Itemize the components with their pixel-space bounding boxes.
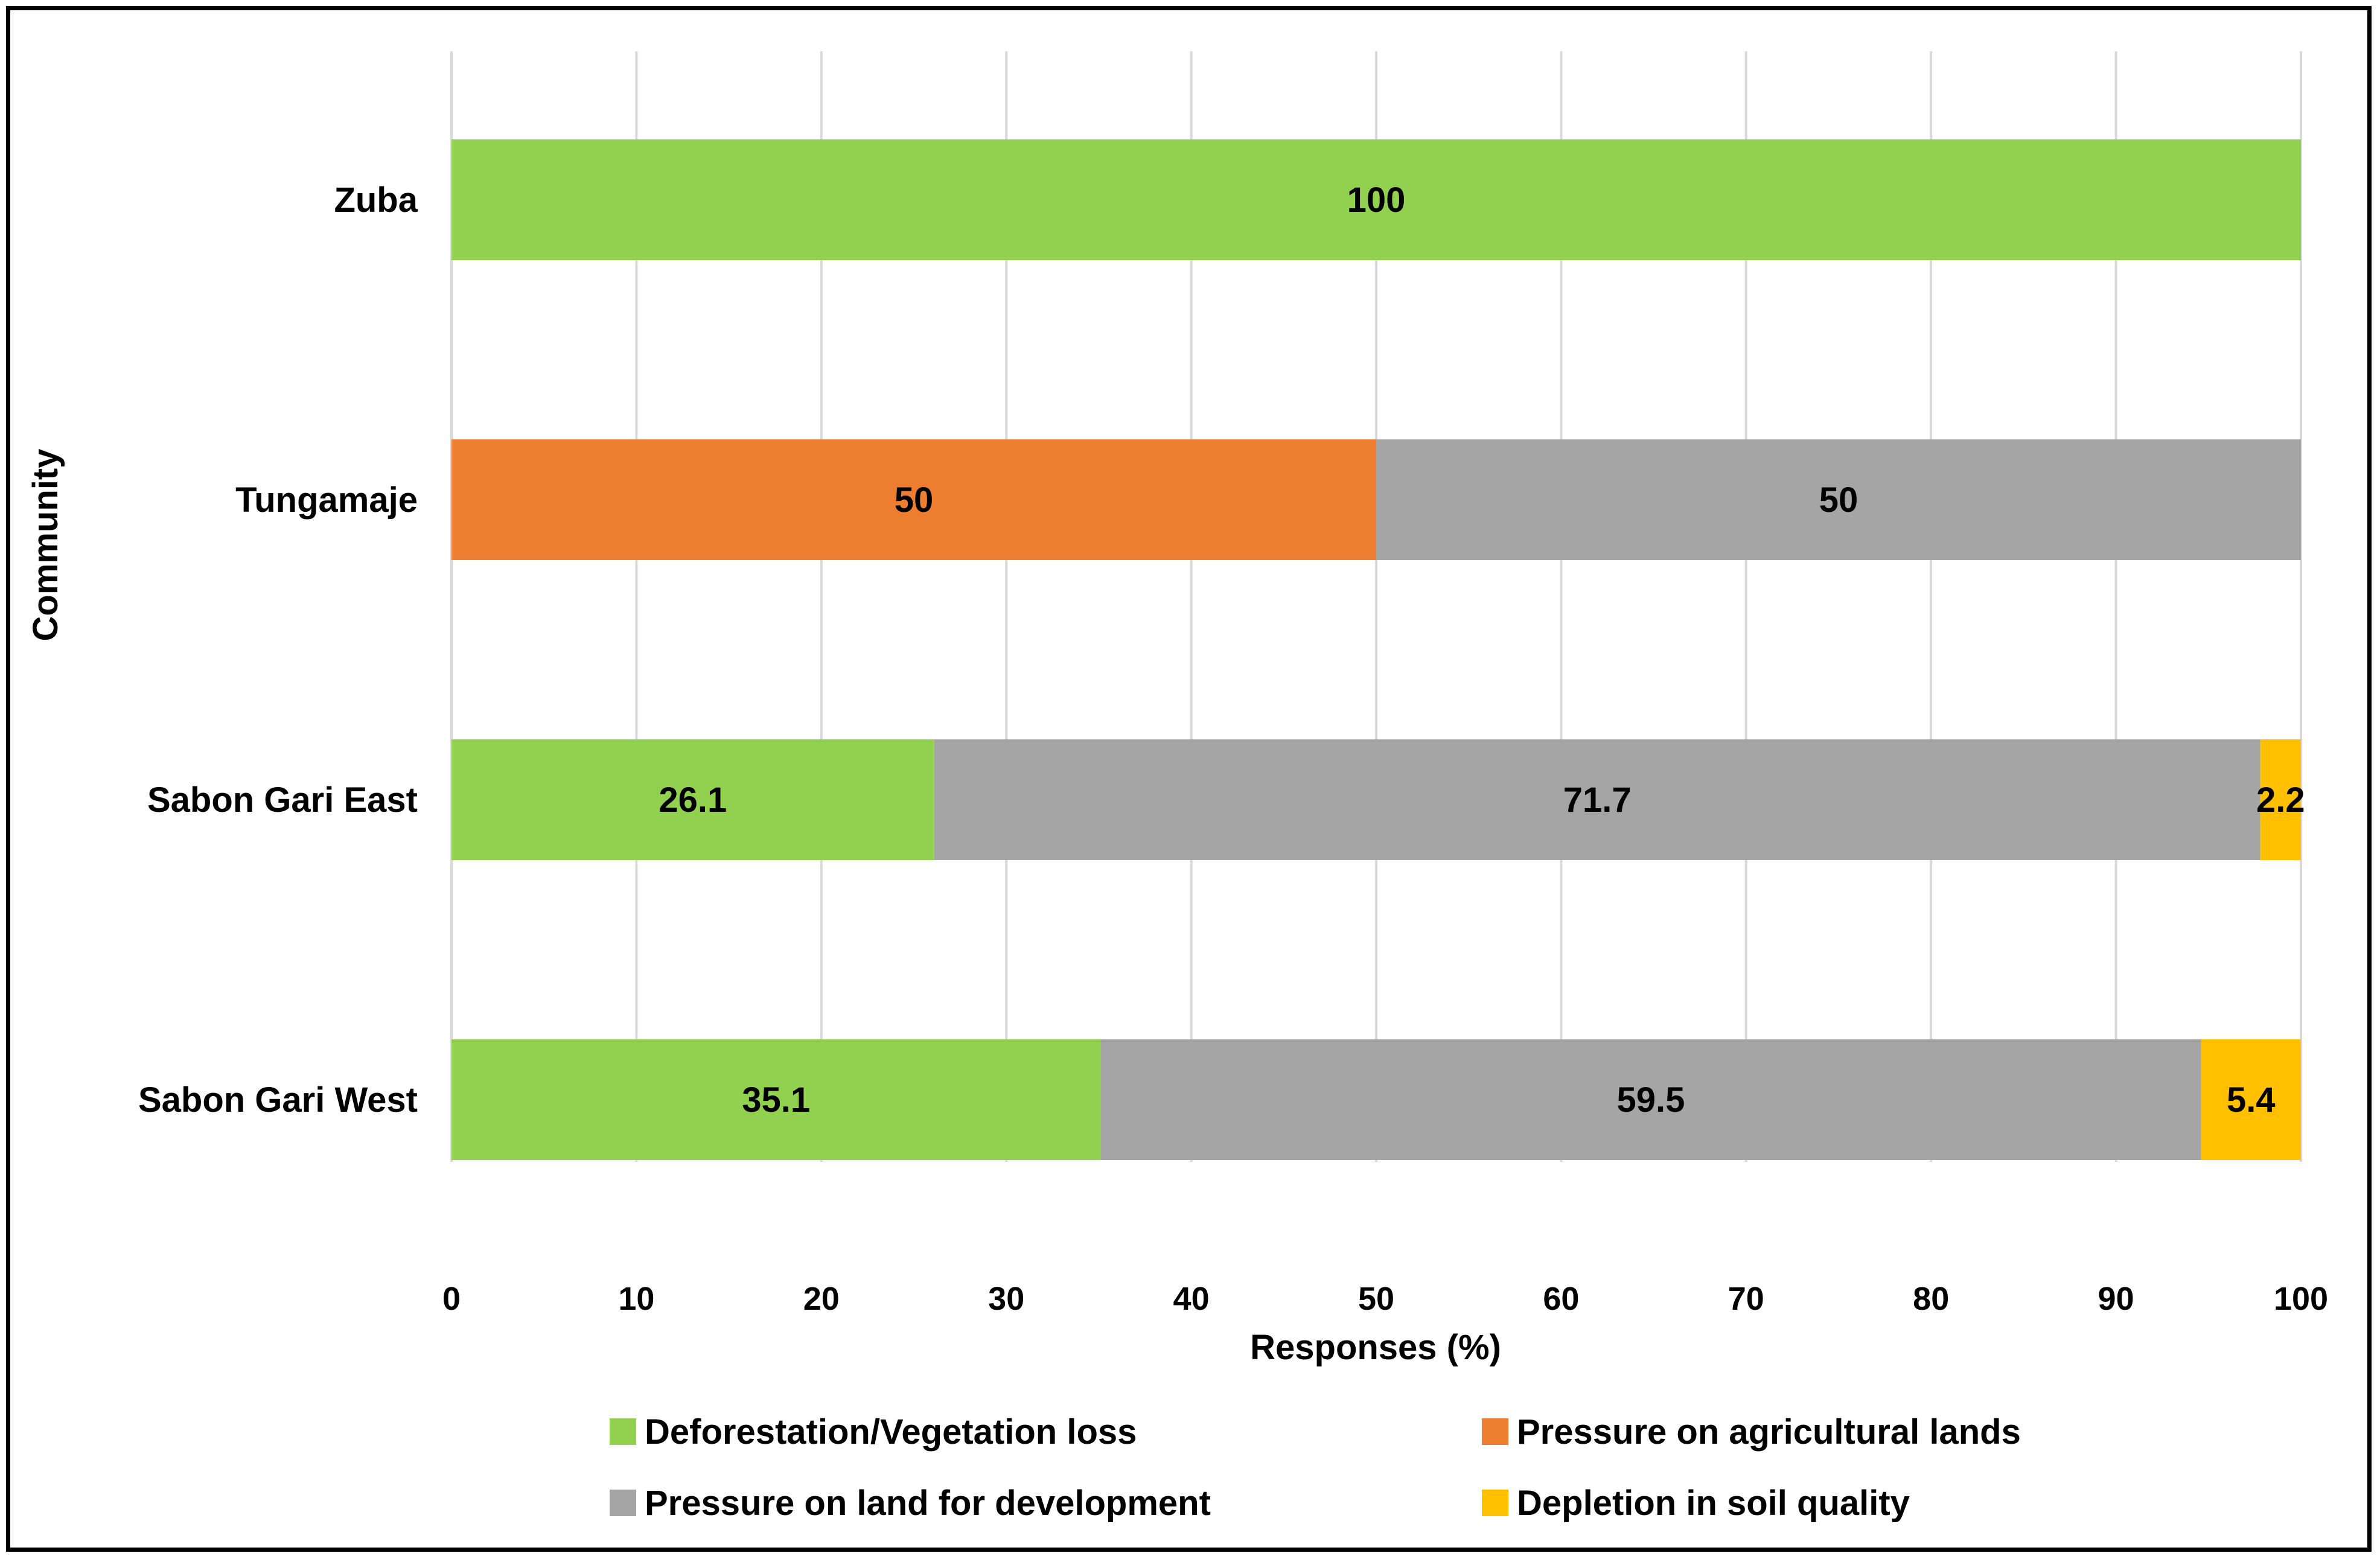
- legend-label-3: Depletion in soil quality: [1517, 1484, 1910, 1523]
- x-tick-label-100: 100: [2274, 1281, 2328, 1317]
- y-tick-label-sabon-gari-east: Sabon Gari East: [147, 780, 418, 820]
- legend-label-0: Deforestation/Vegetation loss: [645, 1412, 1137, 1452]
- axes: 0 10 20 30 40 50 60 70 80 90 100 Zuba Tungamaje Sabon…: [138, 180, 2328, 1317]
- bar-sabon-gari-west-series-2: [1100, 1039, 2201, 1160]
- legend-swatch-3: [1482, 1490, 1508, 1516]
- x-tick-label-20: 20: [803, 1281, 840, 1317]
- x-tick-label-80: 80: [1913, 1281, 1949, 1317]
- bar-sabon-gari-west-series-0: [451, 1039, 1101, 1160]
- data-label-sabon-gari-west-series-2: 59.5: [1617, 1080, 1685, 1120]
- data-label-sabon-gari-west-series-3: 5.4: [2227, 1080, 2276, 1120]
- x-tick-label-50: 50: [1358, 1281, 1394, 1317]
- data-label-tungamaje-series-2: 50: [1819, 480, 1858, 520]
- data-label-sabon-gari-east-series-2: 71.7: [1563, 780, 1632, 820]
- x-tick-label-60: 60: [1543, 1281, 1579, 1317]
- data-label-zuba-series-0: 100: [1347, 180, 1406, 220]
- y-tick-label-tungamaje: Tungamaje: [235, 480, 418, 520]
- legend: Deforestation/Vegetation loss Pressure on…: [610, 1412, 2021, 1523]
- legend-swatch-0: [610, 1418, 636, 1445]
- bar-tungamaje-series-2: [1376, 439, 2301, 560]
- legend-swatch-2: [610, 1490, 636, 1516]
- x-tick-label-70: 70: [1728, 1281, 1764, 1317]
- data-label-sabon-gari-east-series-3: 2.2: [2256, 780, 2305, 820]
- bar-sabon-gari-west-series-3: [2201, 1039, 2301, 1160]
- bar-tungamaje-series-1: [451, 439, 1376, 560]
- bar-sabon-gari-east-series-3: [2260, 739, 2301, 860]
- bar-sabon-gari-east-series-2: [934, 739, 2260, 860]
- bar-sabon-gari-east-series-0: [451, 739, 934, 860]
- x-tick-label-40: 40: [1173, 1281, 1210, 1317]
- data-labels: 100 50 50 26.1 71.7 2.2 35.1 59.5 5.4: [659, 180, 2305, 1120]
- legend-label-1: Pressure on agricultural lands: [1517, 1412, 2021, 1452]
- bar-zuba-series-0: [451, 139, 2301, 260]
- x-tick-label-10: 10: [618, 1281, 654, 1317]
- legend-swatch-1: [1482, 1418, 1508, 1445]
- data-label-sabon-gari-east-series-0: 26.1: [659, 780, 727, 820]
- x-tick-label-30: 30: [988, 1281, 1024, 1317]
- legend-label-2: Pressure on land for development: [645, 1484, 1211, 1523]
- data-label-tungamaje-series-1: 50: [895, 480, 934, 520]
- x-tick-label-90: 90: [2098, 1281, 2134, 1317]
- y-tick-label-sabon-gari-west: Sabon Gari West: [138, 1080, 418, 1120]
- data-label-sabon-gari-west-series-0: 35.1: [742, 1080, 810, 1120]
- y-tick-label-zuba: Zuba: [334, 180, 418, 220]
- bars: [451, 139, 2301, 1160]
- y-axis-title: Community: [26, 449, 65, 642]
- x-axis-title: Responses (%): [1250, 1328, 1501, 1367]
- x-tick-label-0: 0: [442, 1281, 461, 1317]
